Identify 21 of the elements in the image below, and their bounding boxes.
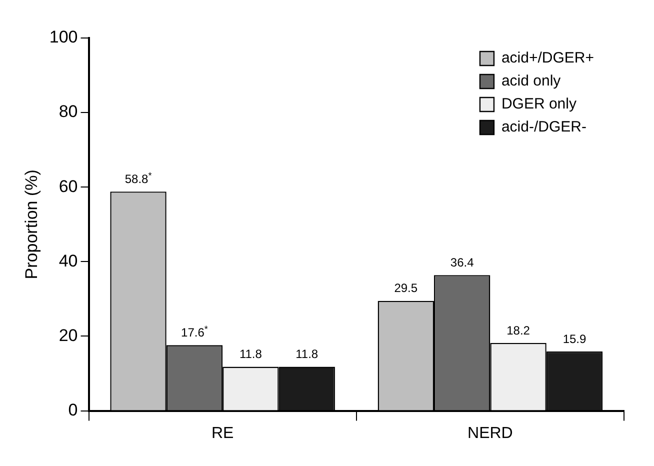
legend-label: acid+/DGER+ — [501, 50, 594, 67]
y-tick-label: 0 — [68, 400, 78, 420]
data-label: 18.2 — [506, 323, 530, 338]
legend-label: DGER only — [501, 96, 577, 113]
data-label: 58.8* — [124, 170, 152, 186]
data-label: 29.5 — [394, 281, 418, 296]
x-tick-label: RE — [211, 424, 234, 442]
data-label: 11.8 — [296, 347, 318, 362]
data-label: 36.4 — [450, 255, 474, 270]
data-label: 15.9 — [562, 332, 586, 346]
legend-label: acid-/DGER- — [501, 118, 586, 136]
data-label: 17.6* — [181, 324, 208, 340]
x-tick-label: NERD — [468, 424, 513, 442]
y-tick-label: 20 — [58, 326, 78, 345]
y-axis-title: Proportion (%) — [22, 170, 41, 280]
legend-label: acid only — [501, 72, 562, 90]
data-label: 11.8 — [239, 347, 262, 362]
y-tick-label: 40 — [58, 251, 78, 270]
y-tick-label: 100 — [49, 28, 78, 47]
y-tick-label: 80 — [58, 102, 78, 122]
y-tick-label: 60 — [58, 176, 78, 196]
